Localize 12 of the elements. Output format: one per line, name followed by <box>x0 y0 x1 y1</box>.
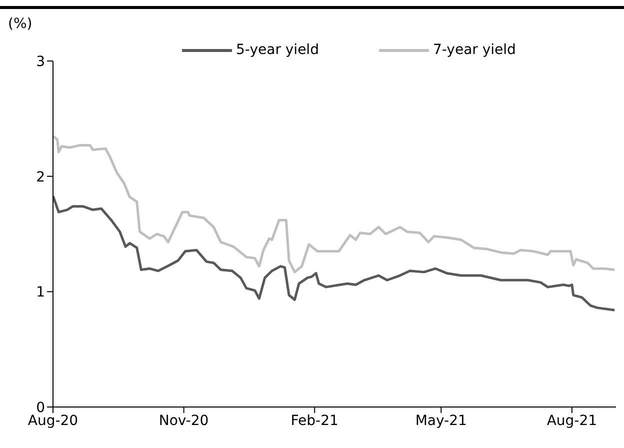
line-series <box>53 134 616 274</box>
y-tick-label: 2 <box>36 169 45 186</box>
y-tick-label: 1 <box>36 284 45 301</box>
legend-label: 7-year yield <box>432 42 516 58</box>
legend-label: 5-year yield <box>236 42 319 58</box>
x-tick-label: Feb-21 <box>290 412 338 429</box>
x-tick-label: Aug-21 <box>546 412 598 429</box>
y-tick-label: 3 <box>36 54 45 70</box>
x-tick-label: Nov-20 <box>158 412 209 429</box>
y-axis-title: (%) <box>8 16 32 32</box>
line-series <box>53 194 616 312</box>
x-tick-label: May-21 <box>415 412 467 429</box>
